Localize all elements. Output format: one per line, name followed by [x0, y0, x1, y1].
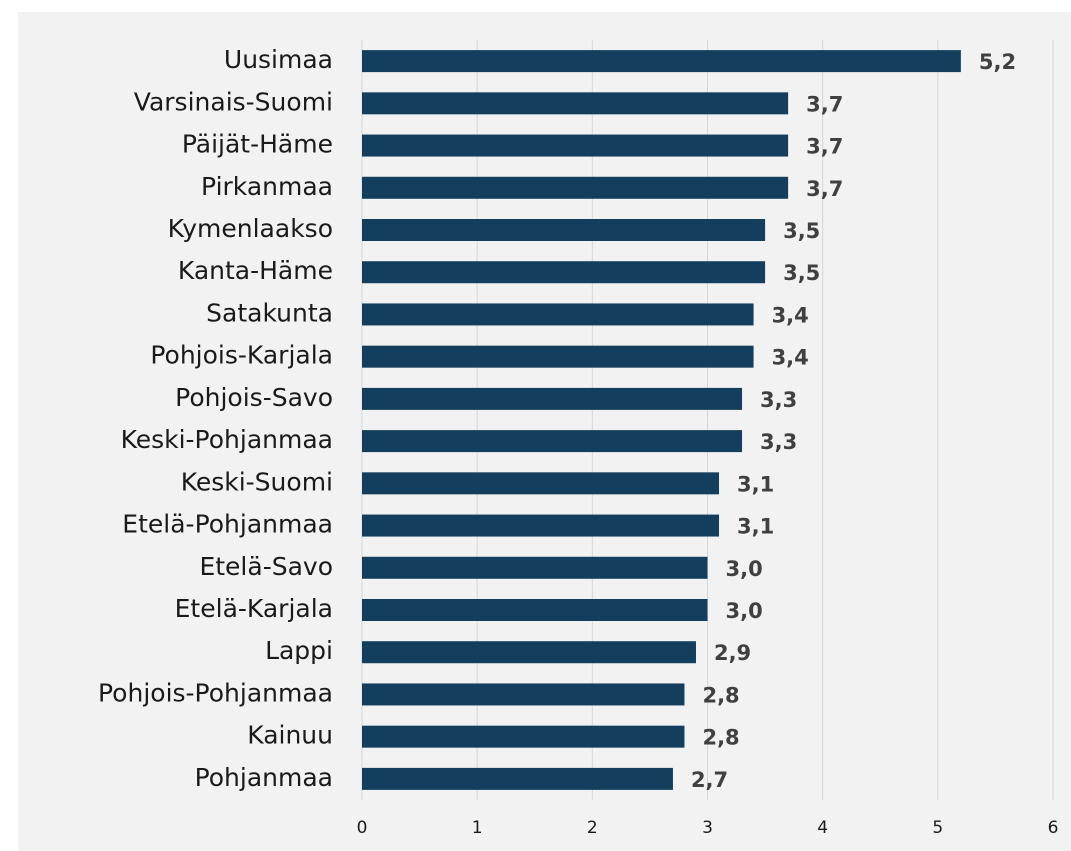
x-tick-label: 2: [587, 818, 598, 838]
y-tick-label: Keski-Pohjanmaa: [121, 425, 333, 454]
bar: [362, 261, 766, 284]
x-tick-label: 6: [1048, 818, 1059, 838]
bar: [362, 176, 789, 199]
y-tick-label: Pohjanmaa: [195, 763, 333, 792]
data-label: 3,0: [726, 557, 763, 581]
y-tick-label: Pohjois-Karjala: [150, 341, 333, 370]
data-label: 2,7: [691, 768, 728, 792]
bar: [362, 303, 754, 326]
data-label: 3,3: [760, 388, 797, 412]
y-tick-label: Varsinais-Suomi: [134, 87, 333, 116]
data-label: 3,4: [772, 303, 809, 327]
data-label: 5,2: [979, 50, 1016, 74]
bar: [362, 683, 685, 706]
bar: [362, 514, 720, 537]
data-label: 3,4: [772, 346, 809, 370]
y-tick-label: Etelä-Pohjanmaa: [122, 510, 333, 539]
data-label: 2,9: [714, 641, 751, 665]
data-label: 3,5: [783, 219, 820, 243]
data-label: 3,7: [806, 135, 843, 159]
bar: [362, 219, 766, 241]
y-tick-label: Kymenlaakso: [168, 214, 333, 243]
bar: [362, 92, 789, 115]
bar: [362, 556, 708, 579]
bar: [362, 50, 961, 73]
y-tick-label: Kanta-Häme: [178, 256, 333, 285]
y-tick-label: Keski-Suomi: [181, 467, 333, 496]
data-label: 3,0: [726, 599, 763, 623]
y-tick-label: Etelä-Karjala: [175, 594, 333, 623]
y-tick-label: Pohjois-Pohjanmaa: [98, 678, 333, 707]
data-label: 2,8: [702, 683, 739, 707]
x-tick-label: 5: [932, 818, 943, 838]
y-tick-label: Pirkanmaa: [201, 172, 333, 201]
x-tick-label: 3: [702, 818, 713, 838]
data-label: 3,3: [760, 430, 797, 454]
y-tick-label: Lappi: [265, 636, 333, 665]
data-label: 3,1: [737, 515, 774, 539]
bar: [362, 134, 789, 157]
x-tick-label: 4: [817, 818, 828, 838]
y-tick-label: Uusimaa: [224, 45, 333, 74]
bar: [362, 767, 673, 790]
bar: [362, 641, 696, 664]
y-tick-label: Päijät-Häme: [182, 130, 333, 159]
bar: [362, 345, 754, 368]
x-tick-label: 1: [472, 818, 483, 838]
y-tick-label: Pohjois-Savo: [175, 383, 333, 412]
y-tick-label: Etelä-Savo: [199, 552, 333, 581]
data-label: 3,7: [806, 92, 843, 116]
data-label: 3,7: [806, 177, 843, 201]
y-tick-label: Satakunta: [206, 298, 333, 327]
data-label: 2,8: [702, 726, 739, 750]
data-label: 3,1: [737, 472, 774, 496]
bar: [362, 472, 720, 495]
bar: [362, 725, 685, 748]
bar: [362, 430, 743, 453]
x-tick-label: 0: [357, 818, 368, 838]
bar: [362, 599, 708, 621]
bar: [362, 387, 743, 410]
y-tick-label: Kainuu: [247, 721, 333, 750]
data-label: 3,5: [783, 261, 820, 285]
